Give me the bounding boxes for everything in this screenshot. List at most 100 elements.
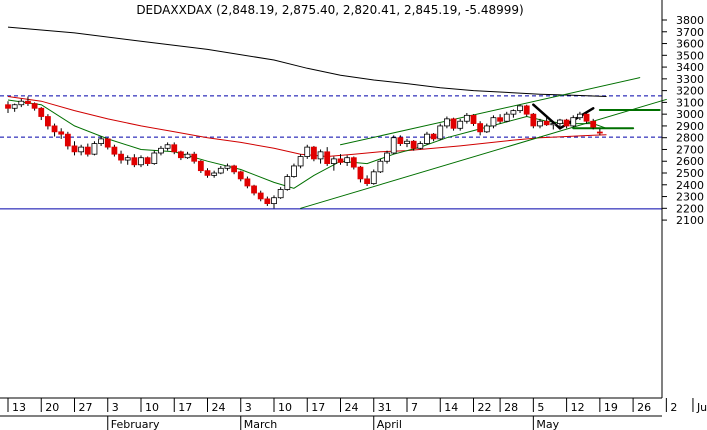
y-tick-label: 3500 xyxy=(676,49,704,62)
candle-body xyxy=(124,157,131,161)
candle xyxy=(204,168,211,178)
candle-body xyxy=(550,123,557,126)
candle-body xyxy=(171,144,178,153)
candle xyxy=(38,107,45,121)
candle-body xyxy=(443,118,450,127)
candle xyxy=(118,150,124,164)
candle xyxy=(537,118,543,129)
x-tick-label: 19 xyxy=(604,401,618,414)
x-tick-label: 24 xyxy=(212,401,226,414)
candle-body xyxy=(45,116,51,127)
x-tick-label: 27 xyxy=(79,401,93,414)
candle-body xyxy=(277,189,284,199)
candle xyxy=(104,137,111,150)
x-tick-label: 3 xyxy=(245,401,252,414)
candle xyxy=(596,128,603,136)
y-tick-label: 2800 xyxy=(676,132,704,145)
candle xyxy=(45,114,51,130)
candle xyxy=(191,151,198,164)
candle-body xyxy=(177,151,184,159)
candle-body xyxy=(25,100,31,104)
candle xyxy=(530,112,537,129)
moving-average-line xyxy=(7,26,607,97)
candle-body xyxy=(131,157,138,166)
candle xyxy=(144,156,151,166)
candle-body xyxy=(58,131,65,135)
candle xyxy=(450,117,457,131)
trend-line xyxy=(300,98,667,209)
candle xyxy=(583,111,590,124)
candle xyxy=(91,141,98,156)
candle xyxy=(344,155,351,166)
month-label: March xyxy=(244,418,278,430)
candle-body xyxy=(417,143,424,149)
x-tick-label: 28 xyxy=(504,401,518,414)
candle-body xyxy=(404,140,410,144)
candle-body xyxy=(463,114,470,122)
y-tick-label: 3200 xyxy=(676,85,704,98)
candle-body xyxy=(523,105,530,115)
candle xyxy=(503,111,510,123)
candle xyxy=(158,145,164,156)
candle-body xyxy=(191,153,198,162)
candle-body xyxy=(237,171,244,180)
candle xyxy=(251,184,257,196)
candle xyxy=(164,142,171,151)
candle-body xyxy=(490,117,497,127)
candle-body xyxy=(364,178,371,185)
candle xyxy=(483,123,490,133)
candle-body xyxy=(543,120,550,126)
candle-body xyxy=(330,158,337,164)
candle xyxy=(257,190,264,202)
candle xyxy=(577,111,583,121)
x-tick-label: 14 xyxy=(444,401,458,414)
x-tick-label: Ju xyxy=(696,401,707,414)
candle-body xyxy=(583,113,590,122)
candle xyxy=(138,155,144,168)
month-label: February xyxy=(111,418,160,430)
month-label: May xyxy=(536,418,559,430)
candle xyxy=(437,123,444,141)
candle-body xyxy=(517,105,523,112)
candle xyxy=(131,154,138,168)
candle-body xyxy=(158,147,164,154)
candle xyxy=(463,112,470,124)
candle xyxy=(98,136,104,146)
candle-body xyxy=(397,137,404,144)
candle xyxy=(291,163,297,178)
candle xyxy=(231,164,238,175)
y-tick-label: 3800 xyxy=(676,14,704,27)
candle xyxy=(384,150,390,164)
candle xyxy=(350,156,357,170)
candle-body xyxy=(64,133,71,147)
candle-body xyxy=(450,118,457,129)
candle-body xyxy=(98,138,104,144)
candle-body xyxy=(384,152,390,162)
candle-body xyxy=(231,165,238,173)
trend-line xyxy=(340,77,641,146)
candle-body xyxy=(164,144,171,149)
candle xyxy=(58,128,65,139)
candle-body xyxy=(31,103,38,109)
candle-body xyxy=(424,133,430,144)
candle xyxy=(177,150,184,161)
y-tick-label: 2700 xyxy=(676,143,704,156)
candle xyxy=(337,154,344,165)
candle-body xyxy=(151,152,158,164)
y-tick-label: 3300 xyxy=(676,73,704,86)
candle xyxy=(517,104,523,113)
candle-body xyxy=(357,166,364,180)
chart-title: DEDAXXDAX (2,848.19, 2,875.40, 2,820.41,… xyxy=(136,3,523,17)
x-tick-label: 3 xyxy=(112,401,119,414)
candle-body xyxy=(557,119,563,124)
candle xyxy=(171,142,178,155)
candle xyxy=(237,170,244,182)
candle xyxy=(497,114,504,124)
candle-body xyxy=(271,197,277,205)
candle xyxy=(297,154,304,169)
y-tick-label: 2100 xyxy=(676,214,704,227)
candle-body xyxy=(457,120,464,129)
candle-body xyxy=(563,119,570,127)
candle xyxy=(271,195,277,209)
candle xyxy=(404,138,410,148)
